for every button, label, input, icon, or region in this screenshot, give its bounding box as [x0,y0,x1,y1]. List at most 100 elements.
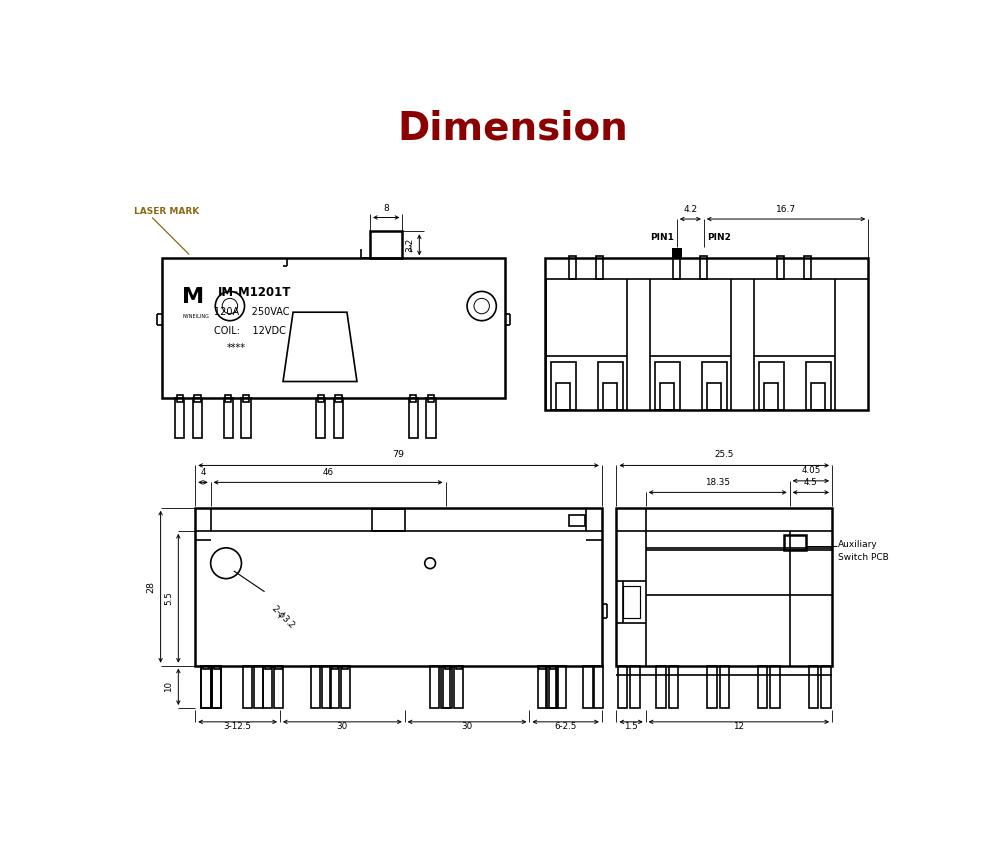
Text: Auxiliary: Auxiliary [838,541,878,549]
Bar [195,507,602,666]
Bar [330,666,339,708]
Bar [594,666,603,708]
Bar [193,399,202,439]
Text: 4.05: 4.05 [801,467,821,475]
Bar [212,666,221,708]
Bar [275,666,282,670]
Text: 30: 30 [461,722,473,731]
Text: 12: 12 [733,722,744,731]
Bar [655,362,680,410]
Text: Switch PCB: Switch PCB [838,553,889,563]
Text: 46: 46 [323,468,334,477]
Bar [811,383,825,410]
Bar [456,666,462,670]
Bar [263,666,272,708]
Bar [809,666,818,708]
Bar [596,256,603,279]
Text: 25.5: 25.5 [715,450,734,459]
Bar [426,399,436,439]
Text: 3-12.5: 3-12.5 [224,722,252,731]
Bar [241,399,251,439]
Bar [539,666,546,670]
Text: Dimension: Dimension [397,110,628,148]
Text: 3.2: 3.2 [405,238,414,252]
Bar [569,515,585,526]
Text: IM-M1201T: IM-M1201T [218,286,291,298]
Bar [702,362,727,410]
Bar [618,666,627,708]
Bar [410,395,416,401]
Bar [707,666,717,708]
Bar [428,395,434,401]
Bar [212,666,221,708]
Text: 6-2.5: 6-2.5 [554,722,577,731]
Bar [243,395,249,401]
Bar [342,666,348,670]
Text: COIL:    12VDC: COIL: 12VDC [214,326,286,336]
Text: 4.2: 4.2 [683,205,697,213]
Text: 4.5: 4.5 [804,478,818,487]
Bar [203,666,209,670]
Bar [630,666,640,708]
Bar [311,666,320,708]
Text: M: M [182,286,204,307]
Bar [194,395,201,401]
Bar [201,666,211,708]
Bar [372,509,405,531]
Text: 10: 10 [164,681,173,693]
Text: NYNEILING: NYNEILING [182,314,209,320]
Text: 8: 8 [383,204,389,212]
Text: 2-$\phi$3.2: 2-$\phi$3.2 [268,602,299,632]
Bar [707,383,721,410]
Bar [177,395,183,401]
Bar [265,666,271,670]
Bar [806,362,831,410]
Bar [672,247,682,258]
Text: 4: 4 [200,468,206,477]
Bar [550,666,556,670]
Bar [454,666,463,708]
Bar [318,395,324,401]
Text: 18.35: 18.35 [705,478,730,487]
Bar [603,383,617,410]
Bar [770,666,780,708]
Text: 1.5: 1.5 [624,722,638,731]
Bar [556,383,570,410]
Text: ****: **** [227,343,246,353]
Bar [322,666,331,708]
Bar [549,666,558,708]
Bar [616,507,832,666]
Text: 79: 79 [393,450,405,459]
Bar [201,666,211,708]
Bar [545,258,868,410]
Bar [720,666,729,708]
Bar [430,666,439,708]
Text: PIN1: PIN1 [650,233,674,242]
Text: 120A    250VAC: 120A 250VAC [214,307,289,317]
Bar [656,666,666,708]
Bar [669,666,678,708]
Bar [777,256,784,279]
Bar [623,586,640,618]
Bar [764,383,778,410]
Bar [673,256,680,279]
Bar [443,666,452,708]
Text: LASER MARK: LASER MARK [134,207,199,216]
Bar [341,666,350,708]
Bar [660,383,674,410]
Bar [441,666,450,708]
Text: 16.7: 16.7 [776,205,796,213]
Bar [332,666,338,670]
Bar [274,666,283,708]
Bar [334,399,343,439]
Bar [784,535,806,550]
Bar [243,666,252,708]
Bar [254,666,263,708]
Bar [175,399,184,439]
Bar [214,666,220,670]
Bar [409,399,418,439]
Text: 1: 1 [407,245,412,253]
Bar [162,258,505,399]
Text: PIN2: PIN2 [707,233,731,242]
Bar [335,395,342,401]
